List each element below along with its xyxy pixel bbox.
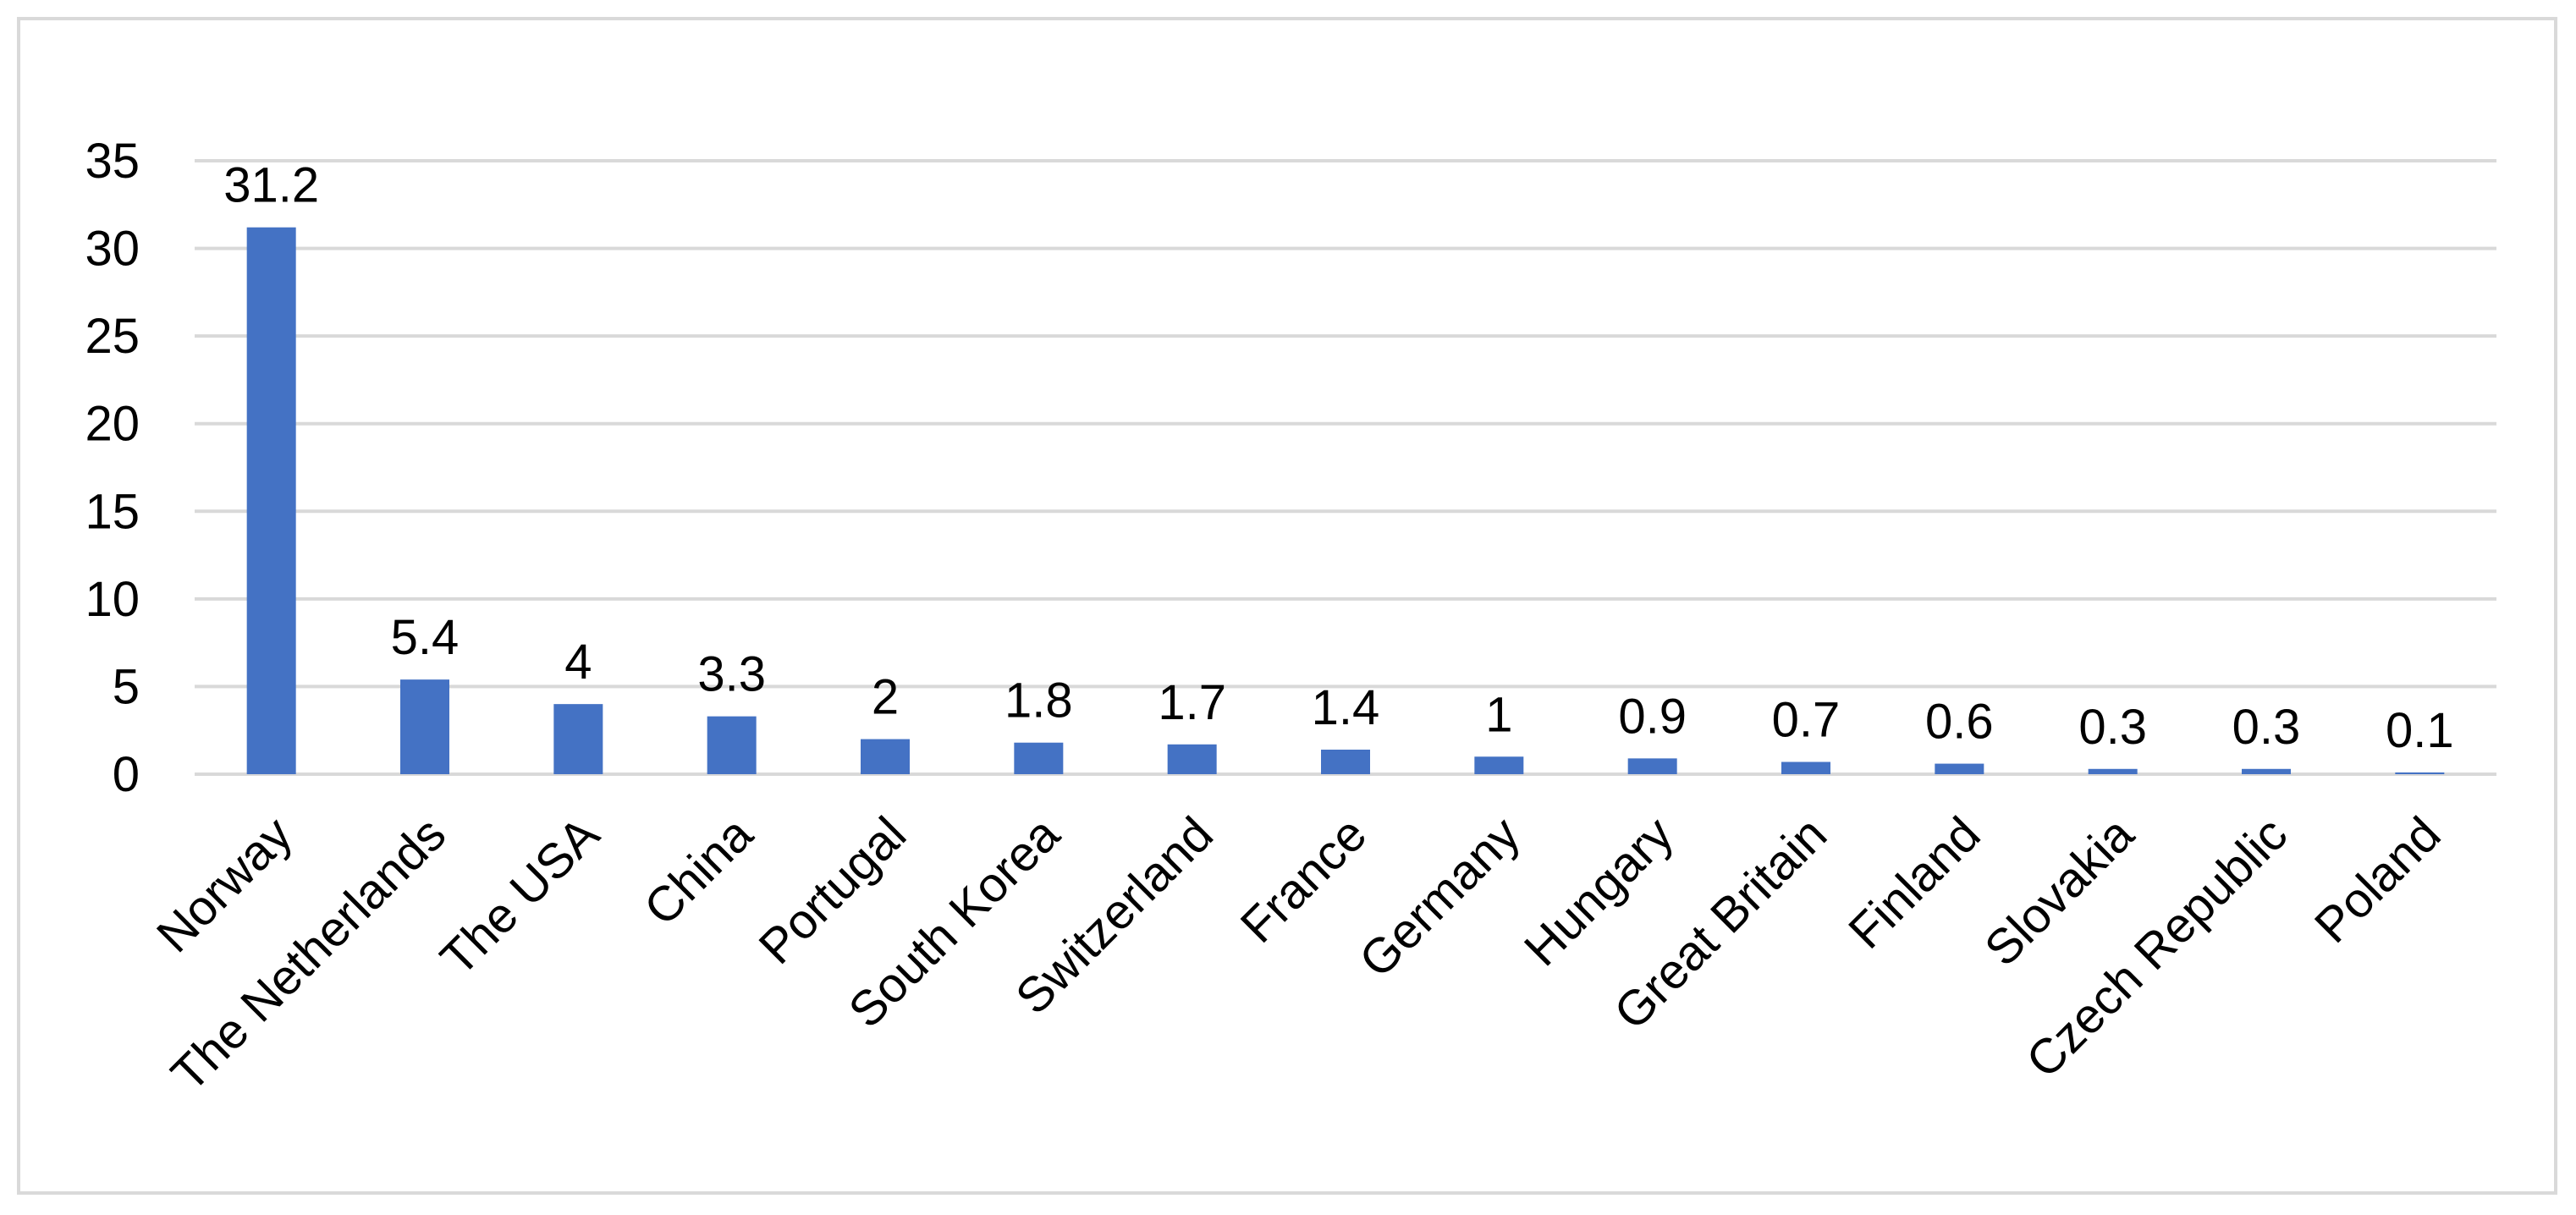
data-label: 4 — [564, 635, 592, 690]
x-category-label: The Netherlands — [161, 806, 456, 1102]
data-label: 0.3 — [2232, 700, 2301, 755]
bar-france — [1321, 750, 1370, 774]
x-category-label: China — [634, 806, 764, 937]
y-tick-label: 30 — [85, 222, 140, 277]
data-label: 1.4 — [1312, 680, 1380, 735]
x-category-label: France — [1230, 806, 1378, 954]
bar-china — [707, 716, 757, 774]
x-category-label: Norway — [146, 806, 303, 963]
x-category-label: Poland — [2304, 806, 2452, 954]
x-category-label: Finland — [1838, 806, 1990, 959]
bar-the-usa — [553, 704, 603, 774]
data-label: 0.9 — [1618, 689, 1687, 744]
x-category-label: Germany — [1349, 806, 1531, 988]
bar-slovakia — [2088, 768, 2138, 774]
bar-norway — [246, 227, 296, 774]
bars — [246, 227, 2445, 774]
bar-the-netherlands — [400, 679, 449, 774]
y-tick-label: 25 — [85, 309, 140, 364]
data-label: 0.3 — [2078, 700, 2147, 755]
y-axis-ticks: 0 5 10 15 20 25 30 35 — [85, 134, 140, 802]
data-labels: 31.2 5.4 4 3.3 2 1.8 1.7 1.4 1 0.9 0.7 0.6 0.3 0.3 0.1 — [223, 158, 2453, 758]
y-tick-label: 20 — [85, 397, 140, 452]
bar-switzerland — [1167, 744, 1217, 774]
bar-great-britain — [1781, 761, 1830, 774]
bar-germany — [1474, 756, 1524, 774]
bar-south-korea — [1014, 742, 1064, 774]
data-label: 1 — [1485, 687, 1512, 742]
data-label: 2 — [872, 670, 899, 725]
data-label: 1.8 — [1005, 673, 1073, 728]
data-label: 1.7 — [1158, 675, 1226, 730]
data-label: 0.6 — [1925, 695, 1994, 750]
y-tick-label: 15 — [85, 484, 140, 539]
chart-frame — [17, 17, 2557, 1195]
bar-czech-republic — [2242, 768, 2291, 774]
y-tick-label: 10 — [85, 572, 140, 627]
bar-hungary — [1627, 758, 1677, 774]
x-category-label: Czech Republic — [2016, 806, 2298, 1088]
data-label: 31.2 — [223, 158, 319, 213]
bar-finland — [1935, 763, 1984, 774]
y-tick-label: 5 — [113, 659, 140, 714]
bar-poland — [2395, 772, 2445, 774]
data-label: 3.3 — [697, 647, 766, 702]
y-tick-label: 0 — [113, 747, 140, 802]
data-label: 0.7 — [1772, 693, 1841, 748]
x-category-label: The USA — [430, 806, 610, 987]
data-label: 0.1 — [2386, 703, 2454, 758]
bar-portugal — [861, 739, 910, 774]
data-label: 5.4 — [391, 610, 460, 665]
y-tick-label: 35 — [85, 134, 140, 189]
